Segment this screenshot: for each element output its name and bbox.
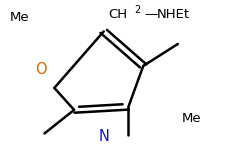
Text: Me: Me bbox=[10, 11, 29, 24]
Text: NHEt: NHEt bbox=[157, 8, 190, 21]
Text: O: O bbox=[35, 62, 47, 77]
Text: 2: 2 bbox=[135, 5, 141, 15]
Text: CH: CH bbox=[109, 8, 128, 21]
Text: Me: Me bbox=[182, 112, 201, 125]
Text: —: — bbox=[144, 8, 158, 21]
Text: N: N bbox=[98, 129, 109, 144]
